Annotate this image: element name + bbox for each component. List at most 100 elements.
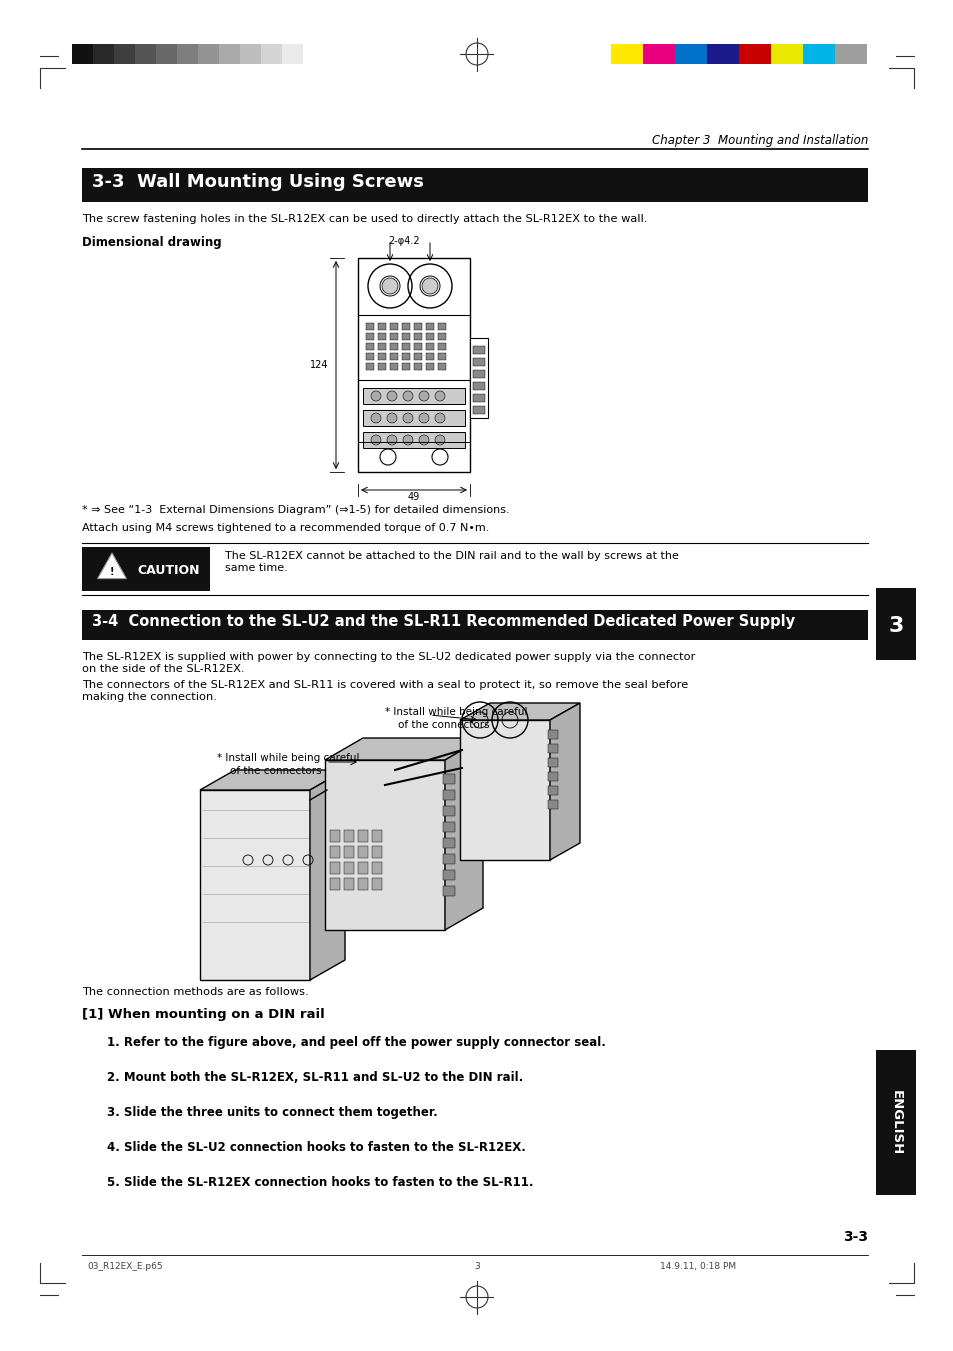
Bar xyxy=(357,846,368,858)
Bar xyxy=(377,332,386,340)
Bar xyxy=(442,870,455,880)
Text: CAUTION: CAUTION xyxy=(137,563,199,577)
Text: 3-3: 3-3 xyxy=(842,1229,867,1244)
Polygon shape xyxy=(459,720,550,861)
Bar xyxy=(426,353,434,359)
Bar xyxy=(372,846,381,858)
Text: 1. Refer to the figure above, and peel off the power supply connector seal.: 1. Refer to the figure above, and peel o… xyxy=(107,1036,605,1048)
Text: The screw fastening holes in the SL-R12EX can be used to directly attach the SL-: The screw fastening holes in the SL-R12E… xyxy=(82,213,647,224)
Text: Attach using M4 screws tightened to a recommended torque of 0.7 N•m.: Attach using M4 screws tightened to a re… xyxy=(82,523,489,534)
Bar xyxy=(442,854,455,865)
Circle shape xyxy=(402,390,413,401)
Text: 2-φ4.2: 2-φ4.2 xyxy=(388,236,419,246)
Bar xyxy=(473,394,484,403)
Circle shape xyxy=(387,435,396,444)
Bar xyxy=(437,363,446,370)
Bar xyxy=(366,343,374,350)
Text: The SL-R12EX cannot be attached to the DIN rail and to the wall by screws at the: The SL-R12EX cannot be attached to the D… xyxy=(225,551,679,573)
Text: The SL-R12EX is supplied with power by connecting to the SL-U2 dedicated power s: The SL-R12EX is supplied with power by c… xyxy=(82,653,695,674)
Bar xyxy=(390,363,397,370)
Bar xyxy=(401,363,410,370)
Text: of the connectors: of the connectors xyxy=(230,766,321,775)
Text: 3. Slide the three units to connect them together.: 3. Slide the three units to connect them… xyxy=(107,1106,437,1119)
Bar xyxy=(414,343,421,350)
Bar xyxy=(357,878,368,890)
Bar xyxy=(344,878,354,890)
Circle shape xyxy=(418,413,429,423)
Bar xyxy=(401,343,410,350)
Bar xyxy=(675,45,706,63)
Text: Dimensional drawing: Dimensional drawing xyxy=(82,236,221,249)
Bar xyxy=(177,45,198,63)
Bar xyxy=(426,363,434,370)
Bar xyxy=(198,45,219,63)
Bar xyxy=(426,332,434,340)
Polygon shape xyxy=(550,703,579,861)
Circle shape xyxy=(387,390,396,401)
Bar xyxy=(875,588,915,661)
Text: 124: 124 xyxy=(309,359,328,370)
Bar xyxy=(401,353,410,359)
Polygon shape xyxy=(200,790,310,979)
Bar xyxy=(330,862,339,874)
Bar xyxy=(414,332,421,340)
Bar xyxy=(442,821,455,832)
Bar xyxy=(366,353,374,359)
Text: * Install while being careful: * Install while being careful xyxy=(385,707,527,717)
Bar xyxy=(377,343,386,350)
Circle shape xyxy=(421,278,437,295)
Bar xyxy=(547,771,558,781)
Bar xyxy=(357,862,368,874)
Bar xyxy=(642,45,675,63)
Bar xyxy=(390,332,397,340)
Bar xyxy=(377,353,386,359)
Bar xyxy=(219,45,240,63)
Bar xyxy=(414,323,421,330)
Bar xyxy=(442,886,455,896)
Bar xyxy=(610,45,642,63)
Bar xyxy=(834,45,866,63)
Bar xyxy=(366,323,374,330)
Text: * ⇒ See “1-3  External Dimensions Diagram” (⇒1-5) for detailed dimensions.: * ⇒ See “1-3 External Dimensions Diagram… xyxy=(82,505,509,515)
Bar xyxy=(92,45,113,63)
Bar xyxy=(473,407,484,413)
Text: ENGLISH: ENGLISH xyxy=(888,1090,902,1155)
Bar xyxy=(706,45,739,63)
Bar xyxy=(330,878,339,890)
Polygon shape xyxy=(310,770,345,979)
Bar xyxy=(442,774,455,784)
Polygon shape xyxy=(97,553,126,578)
Text: 3-3  Wall Mounting Using Screws: 3-3 Wall Mounting Using Screws xyxy=(91,173,423,190)
Bar xyxy=(473,370,484,378)
Bar xyxy=(390,353,397,359)
Bar xyxy=(240,45,261,63)
Text: 03_R12EX_E.p65: 03_R12EX_E.p65 xyxy=(87,1262,162,1271)
Bar xyxy=(739,45,770,63)
Circle shape xyxy=(402,413,413,423)
Bar xyxy=(547,730,558,739)
Text: The connectors of the SL-R12EX and SL-R11 is covered with a seal to protect it, : The connectors of the SL-R12EX and SL-R1… xyxy=(82,680,687,701)
Circle shape xyxy=(402,435,413,444)
Bar xyxy=(82,168,867,203)
Circle shape xyxy=(418,435,429,444)
Bar xyxy=(442,838,455,848)
Bar xyxy=(442,790,455,800)
Bar xyxy=(875,1050,915,1196)
Bar xyxy=(802,45,834,63)
Circle shape xyxy=(435,435,444,444)
Bar xyxy=(357,830,368,842)
Bar xyxy=(330,846,339,858)
Text: Chapter 3  Mounting and Installation: Chapter 3 Mounting and Installation xyxy=(651,134,867,147)
Bar xyxy=(390,323,397,330)
Text: 4. Slide the SL-U2 connection hooks to fasten to the SL-R12EX.: 4. Slide the SL-U2 connection hooks to f… xyxy=(107,1142,525,1154)
Bar xyxy=(363,409,464,426)
Text: * Install while being careful: * Install while being careful xyxy=(216,753,359,763)
Text: 3: 3 xyxy=(887,616,902,636)
Bar xyxy=(473,346,484,354)
Bar xyxy=(547,786,558,794)
Bar xyxy=(401,323,410,330)
Bar xyxy=(363,388,464,404)
Bar xyxy=(414,353,421,359)
Polygon shape xyxy=(459,703,579,720)
Bar xyxy=(437,332,446,340)
